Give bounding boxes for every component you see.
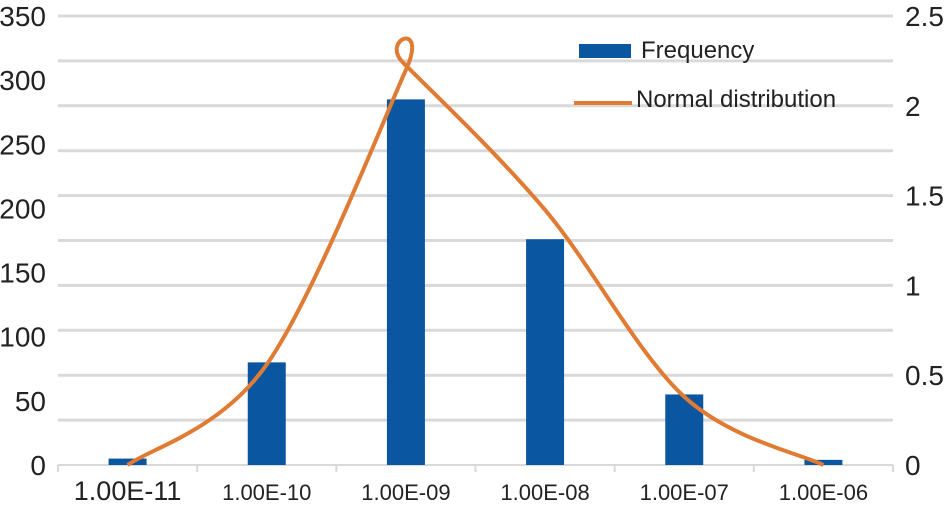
bar-1.00E-07 bbox=[665, 394, 704, 465]
x-tick-label: 1.00E-08 bbox=[500, 480, 589, 505]
x-tick-label: 1.00E-11 bbox=[74, 476, 182, 506]
legend: Frequency Normal distribution bbox=[574, 37, 836, 113]
y-left-tick-label: 300 bbox=[0, 65, 46, 96]
y-left-tick-label: 250 bbox=[0, 129, 46, 160]
y-axis-right: 0 0.5 1 1.5 2 2.5 bbox=[905, 1, 944, 481]
y-left-tick-label: 350 bbox=[0, 1, 46, 32]
y-right-tick-label: 1.5 bbox=[905, 181, 944, 212]
legend-label-normal-distribution: Normal distribution bbox=[636, 86, 836, 113]
bar-1.00E-10 bbox=[247, 362, 286, 465]
bar-1.00E-11 bbox=[108, 458, 147, 465]
y-left-tick-label: 200 bbox=[0, 193, 46, 224]
x-tick-label: 1.00E-07 bbox=[640, 480, 729, 505]
y-right-tick-label: 1 bbox=[905, 270, 921, 301]
x-axis bbox=[57, 464, 894, 472]
y-right-tick-label: 2 bbox=[905, 91, 921, 122]
y-left-tick-label: 100 bbox=[0, 322, 46, 353]
y-left-tick-label: 150 bbox=[0, 258, 46, 289]
x-tick-label: 1.00E-09 bbox=[361, 480, 450, 505]
y-right-tick-label: 0 bbox=[905, 450, 921, 481]
gridlines bbox=[58, 14, 893, 422]
line-series-normal-distribution bbox=[126, 36, 825, 467]
bar-1.00E-06 bbox=[804, 459, 843, 465]
y-axis-left: 0 50 100 150 200 250 300 350 bbox=[0, 1, 46, 481]
legend-swatch-frequency bbox=[579, 44, 631, 58]
y-right-tick-label: 2.5 bbox=[905, 1, 944, 32]
bar-1.00E-09 bbox=[386, 99, 425, 465]
normal-distribution-curve bbox=[126, 36, 825, 467]
x-tick-label: 1.00E-10 bbox=[222, 480, 311, 505]
y-right-tick-label: 0.5 bbox=[905, 360, 944, 391]
y-left-tick-label: 50 bbox=[15, 386, 46, 417]
x-axis-labels: 1.00E-11 1.00E-10 1.00E-09 1.00E-08 1.00E-07… bbox=[74, 476, 868, 506]
legend-label-frequency: Frequency bbox=[641, 37, 754, 64]
bar-1.00E-08 bbox=[526, 239, 565, 465]
y-left-tick-label: 0 bbox=[30, 450, 46, 481]
x-tick-label: 1.00E-06 bbox=[779, 480, 868, 505]
bar-series-frequency bbox=[108, 99, 843, 465]
